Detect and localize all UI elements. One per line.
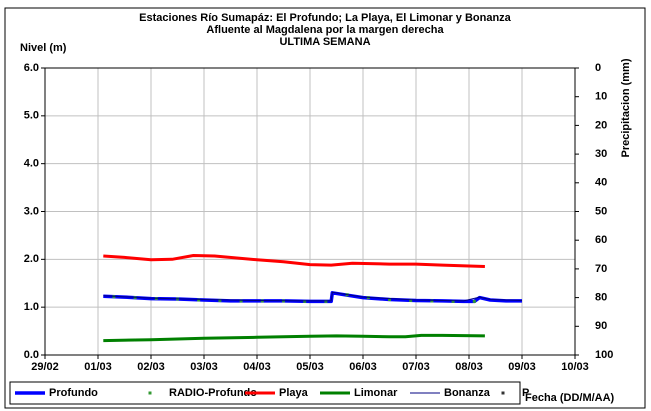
series-line bbox=[103, 333, 485, 343]
y2-tick-label: 100 bbox=[595, 349, 613, 361]
data-point bbox=[218, 298, 222, 302]
data-point bbox=[197, 298, 201, 302]
x-tick-label: 03/03 bbox=[190, 361, 218, 373]
y2-tick-label: 50 bbox=[595, 205, 607, 217]
data-point bbox=[303, 299, 307, 303]
chart-title: Estaciones Río Sumapáz: El Profundo; La … bbox=[139, 12, 512, 24]
y2-tick-label: 60 bbox=[595, 234, 607, 246]
y-tick-label: 0.0 bbox=[24, 349, 39, 361]
legend-marker bbox=[501, 391, 505, 395]
x-tick-label: 09/03 bbox=[508, 361, 536, 373]
y-tick-label: 6.0 bbox=[24, 62, 39, 74]
y-tick-label: 4.0 bbox=[24, 158, 39, 170]
data-point bbox=[430, 299, 434, 303]
x-tick-label: 08/03 bbox=[455, 361, 483, 373]
x-tick-label: 02/03 bbox=[137, 361, 165, 373]
y2-tick-label: 30 bbox=[595, 148, 607, 160]
series-line bbox=[103, 291, 523, 302]
data-point bbox=[451, 299, 455, 303]
series-line bbox=[103, 254, 485, 268]
chart-subtitle: Afluente al Magdalena por la margen dere… bbox=[206, 24, 444, 36]
y-tick-label: 3.0 bbox=[24, 205, 39, 217]
x-axis-label: Fecha (DD/M/AA) bbox=[525, 392, 615, 404]
x-tick-label: 04/03 bbox=[243, 361, 271, 373]
x-tick-label: 06/03 bbox=[349, 361, 377, 373]
x-tick-label: 05/03 bbox=[296, 361, 324, 373]
y2-tick-label: 10 bbox=[595, 91, 607, 103]
legend-label: P bbox=[522, 387, 529, 399]
y2-tick-label: 20 bbox=[595, 119, 607, 131]
data-point bbox=[388, 298, 391, 302]
legend-label: Bonanza bbox=[444, 387, 491, 399]
y2-axis-label: Precipitacion (mm) bbox=[620, 58, 632, 157]
data-point bbox=[472, 299, 476, 303]
y-tick-label: 1.0 bbox=[24, 301, 39, 313]
y-tick-label: 2.0 bbox=[24, 253, 39, 265]
x-tick-label: 01/03 bbox=[84, 361, 112, 373]
data-point bbox=[409, 298, 413, 302]
x-tick-label: 10/03 bbox=[561, 361, 589, 373]
legend-label: RADIO-Profundo bbox=[169, 387, 257, 399]
data-point bbox=[239, 299, 243, 303]
y-axis-label: Nivel (m) bbox=[20, 42, 67, 54]
x-tick-label: 29/02 bbox=[31, 361, 59, 373]
legend-label: Playa bbox=[279, 387, 309, 399]
data-point bbox=[324, 299, 328, 303]
legend-marker bbox=[148, 391, 152, 395]
x-tick-label: 07/03 bbox=[402, 361, 430, 373]
chart-subtitle: ULTIMA SEMANA bbox=[279, 36, 370, 48]
y2-tick-label: 70 bbox=[595, 263, 607, 275]
y2-tick-label: 80 bbox=[595, 292, 607, 304]
y2-tick-label: 90 bbox=[595, 320, 607, 332]
legend-label: Limonar bbox=[354, 387, 398, 399]
legend-label: Profundo bbox=[49, 387, 98, 399]
y-tick-label: 5.0 bbox=[24, 110, 39, 122]
legend-frame bbox=[9, 381, 521, 405]
y2-tick-label: 40 bbox=[595, 177, 607, 189]
plot-frame bbox=[44, 67, 576, 356]
y2-tick-label: 0 bbox=[595, 62, 601, 74]
